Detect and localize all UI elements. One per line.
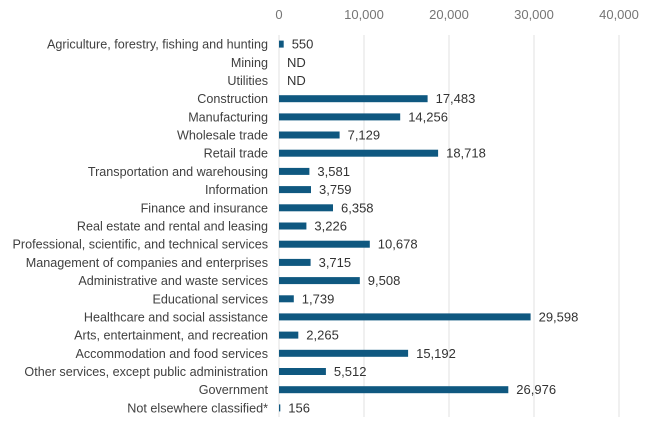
svg-text:Real estate and rental and lea: Real estate and rental and leasing xyxy=(77,220,268,234)
svg-text:6,358: 6,358 xyxy=(341,200,374,215)
svg-text:ND: ND xyxy=(287,55,306,70)
svg-text:14,256: 14,256 xyxy=(408,109,448,124)
svg-text:Construction: Construction xyxy=(197,92,268,106)
svg-text:Mining: Mining xyxy=(231,56,268,70)
svg-text:Management of companies and en: Management of companies and enterprises xyxy=(26,256,268,270)
svg-text:550: 550 xyxy=(292,37,314,52)
svg-text:Information: Information xyxy=(205,183,268,197)
svg-text:3,715: 3,715 xyxy=(319,255,352,270)
svg-text:1,739: 1,739 xyxy=(302,291,335,306)
svg-text:3,759: 3,759 xyxy=(319,182,352,197)
svg-text:7,129: 7,129 xyxy=(348,128,381,143)
svg-text:Utilities: Utilities xyxy=(227,74,268,88)
svg-text:0: 0 xyxy=(275,7,282,22)
svg-text:Arts, entertainment, and recre: Arts, entertainment, and recreation xyxy=(74,329,268,343)
svg-text:Professional, scientific, and: Professional, scientific, and technical … xyxy=(13,238,269,252)
svg-text:Retail trade: Retail trade xyxy=(204,147,268,161)
svg-text:10,000: 10,000 xyxy=(344,7,384,22)
svg-text:29,598: 29,598 xyxy=(539,309,579,324)
svg-text:Finance and insurance: Finance and insurance xyxy=(141,201,268,215)
svg-text:3,226: 3,226 xyxy=(314,219,347,234)
svg-text:Manufacturing: Manufacturing xyxy=(188,110,268,124)
svg-text:3,581: 3,581 xyxy=(317,164,350,179)
svg-text:156: 156 xyxy=(288,400,310,415)
svg-text:Administrative and waste servi: Administrative and waste services xyxy=(78,274,268,288)
svg-text:30,000: 30,000 xyxy=(514,7,554,22)
svg-text:Transportation and warehousing: Transportation and warehousing xyxy=(88,165,268,179)
svg-text:15,192: 15,192 xyxy=(416,346,456,361)
svg-text:Agriculture, forestry, fishing: Agriculture, forestry, fishing and hunti… xyxy=(47,38,268,52)
svg-text:Not elsewhere classified*: Not elsewhere classified* xyxy=(127,401,268,415)
svg-text:5,512: 5,512 xyxy=(334,364,367,379)
svg-text:Accommodation and food service: Accommodation and food services xyxy=(75,347,268,361)
svg-text:26,976: 26,976 xyxy=(516,382,556,397)
svg-text:40,000: 40,000 xyxy=(599,7,639,22)
svg-text:Wholesale trade: Wholesale trade xyxy=(177,129,268,143)
svg-text:2,265: 2,265 xyxy=(306,328,339,343)
svg-text:18,718: 18,718 xyxy=(446,146,486,161)
svg-text:Government: Government xyxy=(199,383,269,397)
svg-text:ND: ND xyxy=(287,73,306,88)
svg-text:Healthcare and social assistan: Healthcare and social assistance xyxy=(84,310,268,324)
svg-text:Educational services: Educational services xyxy=(152,292,268,306)
svg-text:20,000: 20,000 xyxy=(429,7,469,22)
svg-text:Other services, except public: Other services, except public administra… xyxy=(24,365,268,379)
svg-text:10,678: 10,678 xyxy=(378,237,418,252)
svg-text:17,483: 17,483 xyxy=(436,91,476,106)
svg-text:9,508: 9,508 xyxy=(368,273,401,288)
